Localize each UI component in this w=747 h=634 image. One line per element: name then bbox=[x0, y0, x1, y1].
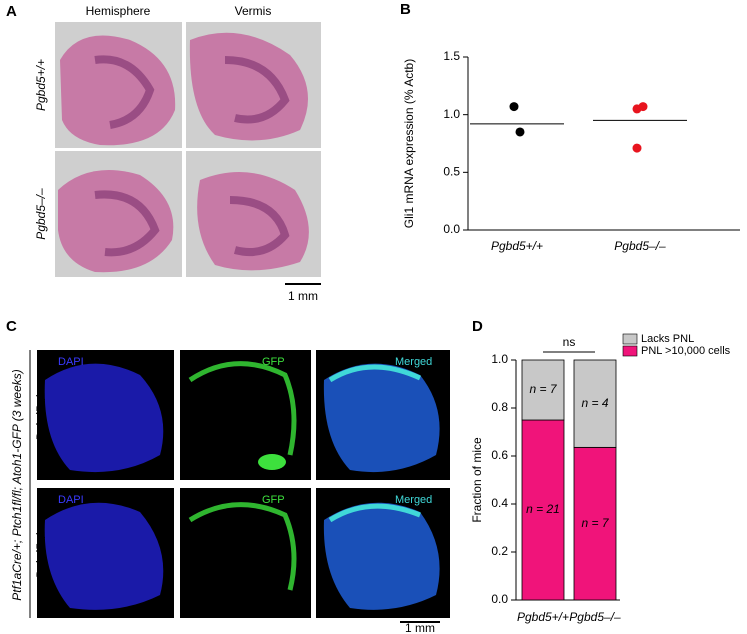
y-tick-label: 0.6 bbox=[491, 448, 508, 462]
column-header: Vermis bbox=[235, 4, 272, 18]
x-tick-label: Pgbd5+/+ bbox=[491, 239, 543, 253]
y-tick-label: 0.0 bbox=[491, 592, 508, 606]
significance-label: ns bbox=[563, 335, 576, 349]
y-tick-label: 0.4 bbox=[491, 496, 508, 510]
x-tick-label: Pgbd5+/+ bbox=[517, 610, 569, 624]
count-label: n = 4 bbox=[581, 396, 608, 410]
channel-label: Merged bbox=[395, 356, 432, 368]
y-tick-label: 0.5 bbox=[443, 165, 460, 179]
row-label: Pgbd5–/– bbox=[34, 527, 48, 579]
row-label: Pgbd5–/– bbox=[34, 188, 48, 240]
panel-label: C bbox=[6, 318, 17, 335]
bar-segment bbox=[573, 359, 617, 448]
data-point bbox=[509, 102, 519, 112]
legend-swatch bbox=[622, 333, 638, 345]
scale-bar-label: 1 mm bbox=[288, 289, 318, 303]
histology-images bbox=[55, 22, 321, 285]
fluorescence-images bbox=[29, 350, 450, 623]
channel-label: DAPI bbox=[58, 494, 84, 506]
bar-segment bbox=[521, 419, 565, 601]
legend-label: Lacks PNL bbox=[641, 333, 694, 345]
bar-segment bbox=[521, 359, 565, 421]
y-axis-title: Gli1 mRNA expression (% Actb) bbox=[402, 59, 416, 228]
count-label: n = 7 bbox=[529, 382, 557, 396]
count-label: n = 7 bbox=[581, 516, 609, 530]
y-tick-label: 0.8 bbox=[491, 400, 508, 414]
row-label: Pgbd5+/+ bbox=[34, 59, 48, 111]
legend-label: PNL >10,000 cells bbox=[641, 345, 731, 357]
channel-label: GFP bbox=[262, 494, 285, 506]
y-tick-label: 1.0 bbox=[491, 352, 508, 366]
y-tick-label: 1.0 bbox=[443, 107, 460, 121]
scale-bar-label: 1 mm bbox=[405, 621, 435, 634]
y-tick-label: 0.0 bbox=[443, 222, 460, 236]
data-point bbox=[638, 102, 648, 112]
panel-label: A bbox=[6, 3, 17, 20]
y-tick-label: 0.2 bbox=[491, 544, 508, 558]
x-tick-label: Pgbd5–/– bbox=[569, 610, 621, 624]
data-point bbox=[515, 127, 525, 137]
channel-label: DAPI bbox=[58, 356, 84, 368]
y-tick-label: 1.5 bbox=[443, 49, 460, 63]
genotype-label: Ptf1aCre/+; Ptch1fl/fl; Atoh1-GFP (3 wee… bbox=[10, 369, 24, 601]
panel-label: D bbox=[472, 318, 483, 335]
row-label: Pgbd5+/+ bbox=[34, 389, 48, 441]
panel-label: B bbox=[400, 1, 411, 18]
legend-swatch bbox=[622, 345, 638, 357]
x-tick-label: Pgbd5–/– bbox=[614, 239, 666, 253]
channel-label: GFP bbox=[262, 356, 285, 368]
count-label: n = 21 bbox=[526, 502, 560, 516]
data-point bbox=[632, 143, 642, 153]
channel-label: Merged bbox=[395, 494, 432, 506]
column-header: Hemisphere bbox=[86, 4, 151, 18]
y-axis-title: Fraction of mice bbox=[470, 437, 484, 523]
